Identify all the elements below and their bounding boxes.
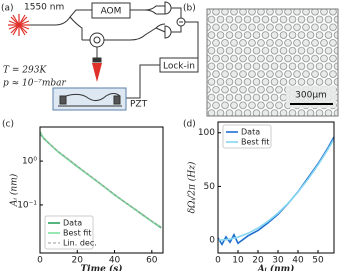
scale-bar-label: 300μm: [295, 91, 327, 101]
legend-label: Data: [241, 128, 260, 137]
legend-label: Data: [63, 219, 82, 228]
x-tick-label: 40: [109, 256, 121, 266]
panel-label: (b): [183, 4, 196, 14]
fiber: [130, 5, 165, 15]
x-tick-label: 10: [232, 256, 244, 266]
y-tick-label: 10⁻¹: [17, 200, 37, 210]
data-line: [217, 138, 335, 241]
y-axis-label: δΩᵢ/2π (Hz): [187, 161, 198, 213]
beam: [92, 63, 102, 82]
circulator-inner: [93, 36, 101, 44]
x-tick-label: 20: [252, 256, 264, 266]
x-tick-label: 20: [72, 256, 84, 266]
temperature: T = 293K: [3, 66, 47, 76]
legend-label: Best fit: [63, 229, 91, 238]
y-tick-label: 100: [198, 128, 215, 138]
panel-label: (c): [2, 120, 14, 130]
lockin-label: Lock-in: [163, 62, 195, 72]
detector: [164, 1, 172, 15]
clamp: [59, 95, 67, 105]
laser: [8, 14, 30, 36]
legend-label: Lin. dec.: [63, 239, 97, 248]
wire: [171, 7, 182, 33]
x-axis-label: Aᵢ (nm): [257, 264, 295, 271]
y-axis-label: Aᵢ (nm): [9, 173, 20, 207]
y-tick-label: 0: [209, 236, 215, 246]
panel-label: (a): [1, 4, 14, 14]
pzt-label: PZT: [130, 100, 148, 110]
x-axis-label: Time (s): [80, 264, 122, 271]
clamp: [113, 95, 121, 105]
x-tick-label: 30: [272, 256, 284, 266]
x-tick-label: 50: [312, 256, 324, 266]
circulator: [89, 32, 105, 48]
wire: [125, 64, 160, 99]
legend-label: Best fit: [241, 138, 269, 147]
wavelength: 1550 nm: [24, 3, 64, 13]
x-tick-label: 60: [146, 256, 158, 266]
panel-label: (d): [183, 120, 196, 130]
legend-box: [44, 215, 94, 250]
collimator: [92, 57, 102, 63]
aom-label: AOM: [101, 7, 122, 17]
y-tick-label: 10⁰: [22, 157, 37, 167]
x-tick-label: 40: [292, 256, 304, 266]
data-line: [39, 134, 162, 228]
data-line: [39, 131, 162, 229]
x-tick-label: 0: [37, 256, 43, 266]
scale-bar-bg: [286, 86, 336, 108]
schematic: [8, 1, 199, 111]
membrane: [60, 93, 121, 102]
detector: [164, 25, 172, 39]
x-tick-label: 0: [215, 256, 221, 266]
data-line: [39, 132, 162, 228]
fiber: [82, 23, 166, 41]
data-line: [217, 136, 335, 246]
fiber: [69, 16, 83, 40]
wire: [185, 21, 199, 64]
plot-frame: [217, 121, 335, 254]
y-tick-label: 50: [204, 182, 216, 192]
plot-frame: [39, 126, 164, 254]
fiber: [155, 13, 166, 33]
pressure: p ≈ 10⁻⁷mbar: [3, 79, 66, 89]
